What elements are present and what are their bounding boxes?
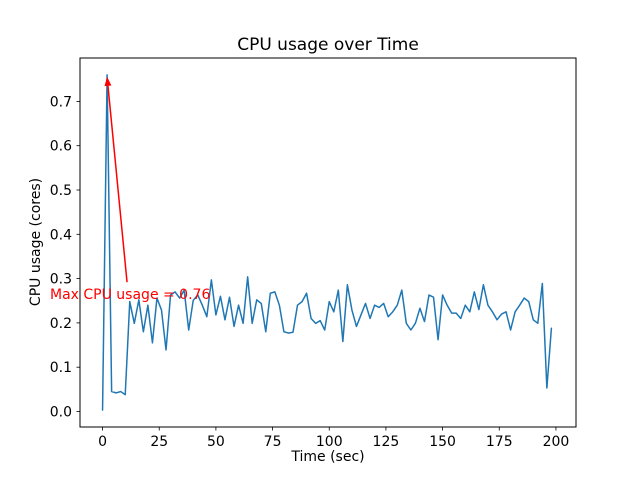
x-tick-label: 25 [150, 434, 168, 450]
annotation-arrow-shaft [107, 83, 128, 283]
annotation-arrow-head [104, 76, 112, 87]
y-tick-label: 0.6 [50, 139, 72, 155]
x-tick-label: 100 [316, 434, 343, 450]
cpu-usage-line [101, 74, 553, 411]
x-tick-label: 0 [98, 434, 107, 450]
y-tick-label: 0.7 [50, 94, 72, 110]
y-tick-label: 0.3 [50, 272, 72, 288]
y-tick-label: 0.5 [50, 183, 72, 199]
x-tick-label: 75 [264, 434, 282, 450]
x-tick-label: 200 [543, 434, 570, 450]
max-cpu-annotation-text: Max CPU usage = 0.76 [50, 287, 211, 303]
x-tick-label: 125 [373, 434, 400, 450]
y-tick-label: 0.1 [50, 360, 72, 376]
y-tick-label: 0.2 [50, 316, 72, 332]
max-cpu-annotation: Max CPU usage = 0.76 [50, 287, 210, 303]
x-tick-label: 150 [429, 434, 456, 450]
chart-title: CPU usage over Time [237, 35, 419, 55]
x-tick-label: 175 [486, 434, 513, 450]
x-tick-label: 50 [207, 434, 225, 450]
x-axis-label: Time (sec) [291, 449, 365, 465]
y-axis-label: CPU usage (cores) [28, 177, 44, 307]
axes-frame [79, 57, 577, 428]
y-tick-label: 0.0 [50, 404, 72, 420]
y-tick-label: 0.4 [50, 227, 72, 243]
